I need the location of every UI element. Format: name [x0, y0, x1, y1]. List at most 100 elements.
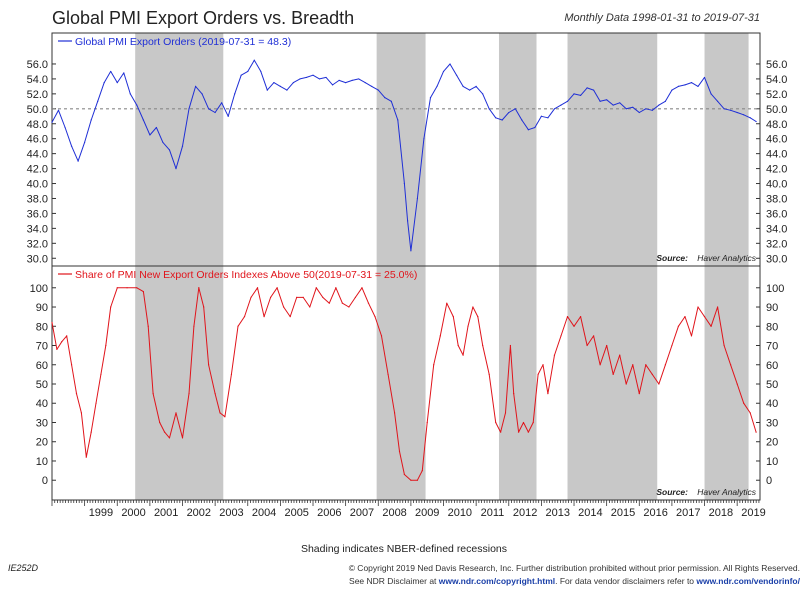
y-tick-label-right: 90: [766, 302, 778, 314]
data-point: [123, 72, 125, 74]
y-tick-label-right: 40: [766, 398, 778, 410]
data-point: [472, 306, 474, 308]
data-point: [547, 393, 549, 395]
data-point: [416, 197, 419, 200]
data-point: [256, 287, 259, 289]
data-point: [690, 335, 693, 337]
data-point: [289, 316, 291, 318]
vendorinfo-link[interactable]: www.ndr.com/vendorinfo/: [696, 576, 800, 586]
y-tick-label-left: 38.0: [27, 193, 48, 205]
data-point: [159, 421, 161, 424]
data-point: [501, 119, 503, 121]
data-point: [710, 93, 712, 95]
data-point: [537, 373, 539, 375]
data-point: [495, 421, 497, 424]
data-point: [521, 119, 523, 121]
data-point: [690, 82, 693, 84]
x-tick-label: 2005: [284, 507, 308, 519]
data-point: [70, 145, 73, 147]
data-point: [230, 373, 233, 375]
x-tick-label: 2008: [382, 507, 406, 519]
y-tick-label-left: 56.0: [27, 59, 48, 71]
y-tick-label-right: 56.0: [766, 59, 787, 71]
data-point: [586, 344, 588, 347]
data-point: [410, 250, 412, 252]
data-point: [593, 335, 595, 337]
data-point: [374, 316, 376, 318]
source-name: Haver Analytics: [697, 253, 756, 263]
data-point: [716, 306, 719, 308]
data-point: [625, 108, 627, 110]
x-tick-label: 2017: [676, 507, 700, 519]
y-tick-label-left: 44.0: [27, 149, 48, 161]
x-tick-label: 2011: [481, 507, 505, 519]
data-point: [103, 82, 105, 84]
data-point: [269, 296, 272, 298]
data-point: [51, 321, 53, 324]
data-point: [286, 89, 288, 91]
copyright-link[interactable]: www.ndr.com/copyright.html: [438, 576, 556, 586]
data-point: [338, 79, 340, 82]
y-tick-label-right: 60: [766, 360, 778, 372]
data-point: [573, 93, 575, 95]
data-point: [90, 119, 92, 121]
data-point: [645, 364, 647, 366]
copyright-line-2: See NDR Disclaimer at www.ndr.com/copyri…: [349, 576, 800, 586]
data-point: [651, 373, 653, 375]
y-tick-label-right: 52.0: [766, 89, 787, 101]
data-point: [110, 70, 112, 73]
y-tick-label-right: 46.0: [766, 134, 787, 146]
data-point: [534, 126, 536, 129]
y-tick-label-left: 0: [42, 475, 48, 487]
data-point: [136, 104, 138, 106]
data-point: [387, 373, 389, 375]
data-point: [188, 393, 190, 395]
y-tick-label-right: 30: [766, 417, 778, 429]
data-point: [57, 109, 60, 111]
data-point: [95, 402, 97, 404]
bottom-panel: 0 0 10 10 20 20 30 30 40 40 50 50 60 60 70 70 80 80 90 90 10…: [30, 265, 784, 519]
data-point: [579, 316, 582, 318]
data-point: [716, 100, 719, 102]
data-point: [462, 85, 464, 87]
data-point: [547, 117, 549, 119]
data-point: [671, 344, 673, 347]
data-point: [606, 344, 608, 347]
data-point: [358, 78, 360, 80]
data-point: [75, 393, 78, 395]
data-point: [361, 287, 363, 289]
data-point: [234, 93, 236, 95]
copyright-line-1: © Copyright 2019 Ned Davis Research, Inc…: [348, 563, 800, 573]
y-tick-label-left: 20: [36, 437, 48, 449]
recession-shade: [498, 33, 537, 266]
data-point: [488, 373, 490, 375]
data-point: [219, 412, 221, 414]
data-point: [351, 79, 353, 82]
data-point: [390, 100, 392, 102]
data-point: [398, 450, 401, 452]
data-point: [194, 85, 197, 87]
data-point: [283, 306, 285, 308]
data-point: [312, 74, 314, 76]
y-tick-label-left: 80: [36, 321, 48, 333]
legend-label: Share of PMI New Export Orders Indexes A…: [75, 269, 417, 281]
data-point: [730, 109, 732, 111]
data-point: [175, 167, 177, 170]
recession-shade: [567, 266, 658, 500]
data-point: [260, 70, 262, 73]
disclaimer-text: See NDR Disclaimer at: [349, 576, 437, 586]
source-label: Source:: [656, 253, 688, 263]
data-point: [292, 82, 295, 84]
data-point: [542, 364, 544, 366]
data-point: [97, 100, 99, 102]
data-point: [302, 296, 304, 298]
data-point: [638, 393, 640, 395]
data-point: [426, 421, 428, 424]
data-point: [638, 111, 640, 114]
x-tick-label: 2013: [545, 507, 569, 519]
data-point: [403, 473, 405, 476]
data-point: [348, 306, 350, 308]
source-name: Haver Analytics: [697, 487, 756, 497]
data-point: [560, 335, 562, 337]
y-tick-label-right: 44.0: [766, 149, 787, 161]
